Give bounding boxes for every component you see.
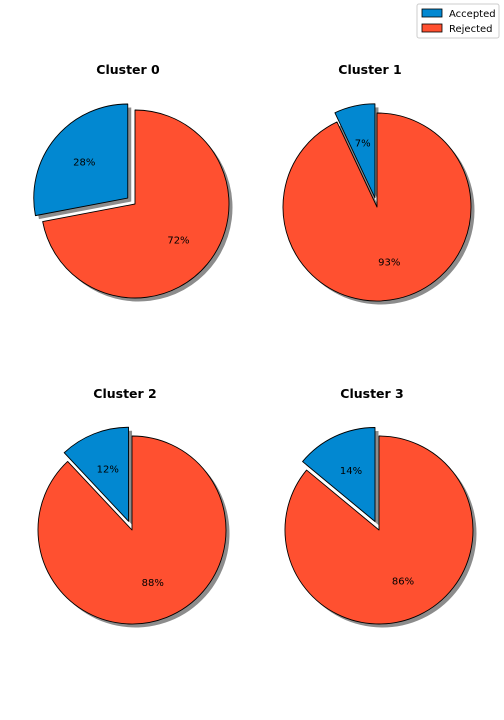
pie-grid: 28% 72% Cluster 0 7% 93% Cluster 1 12% 88% Clust… bbox=[33, 62, 477, 628]
pie-slice-rejected bbox=[42, 109, 230, 299]
pie-slice-rejected bbox=[284, 435, 474, 625]
pie-chart-3: 14% 86% Cluster 3 bbox=[284, 386, 477, 628]
pie-title: Cluster 3 bbox=[340, 386, 403, 401]
pie-slice-accepted bbox=[334, 103, 376, 199]
legend-swatch-rejected bbox=[421, 23, 443, 33]
pie-slice-accepted bbox=[33, 103, 129, 217]
pie-slice-rejected bbox=[37, 435, 227, 625]
pie-chart-1: 7% 93% Cluster 1 bbox=[282, 62, 475, 305]
pie-title: Cluster 0 bbox=[96, 62, 160, 77]
pie-data-label: 86% bbox=[392, 577, 414, 588]
legend-label-rejected: Rejected bbox=[449, 24, 493, 35]
pie-slice-accepted bbox=[302, 427, 376, 522]
pie-chart-2: 12% 88% Cluster 2 bbox=[37, 386, 230, 628]
legend-label-accepted: Accepted bbox=[449, 9, 496, 20]
pie-data-label: 28% bbox=[73, 158, 95, 169]
pie-chart-0: 28% 72% Cluster 0 bbox=[33, 62, 233, 302]
pie-title: Cluster 2 bbox=[93, 386, 156, 401]
pie-slice-rejected bbox=[282, 112, 472, 302]
pie-data-label: 88% bbox=[142, 578, 164, 589]
legend-swatch-accepted bbox=[421, 8, 443, 18]
legend: Accepted Rejected bbox=[416, 3, 500, 39]
pie-data-label: 14% bbox=[340, 466, 362, 477]
pie-slice-accepted bbox=[63, 426, 129, 522]
pie-data-label: 72% bbox=[167, 235, 189, 246]
pie-data-label: 12% bbox=[97, 464, 119, 475]
pie-title: Cluster 1 bbox=[338, 62, 401, 77]
pie-data-label: 93% bbox=[378, 258, 400, 269]
pie-data-label: 7% bbox=[355, 138, 371, 149]
